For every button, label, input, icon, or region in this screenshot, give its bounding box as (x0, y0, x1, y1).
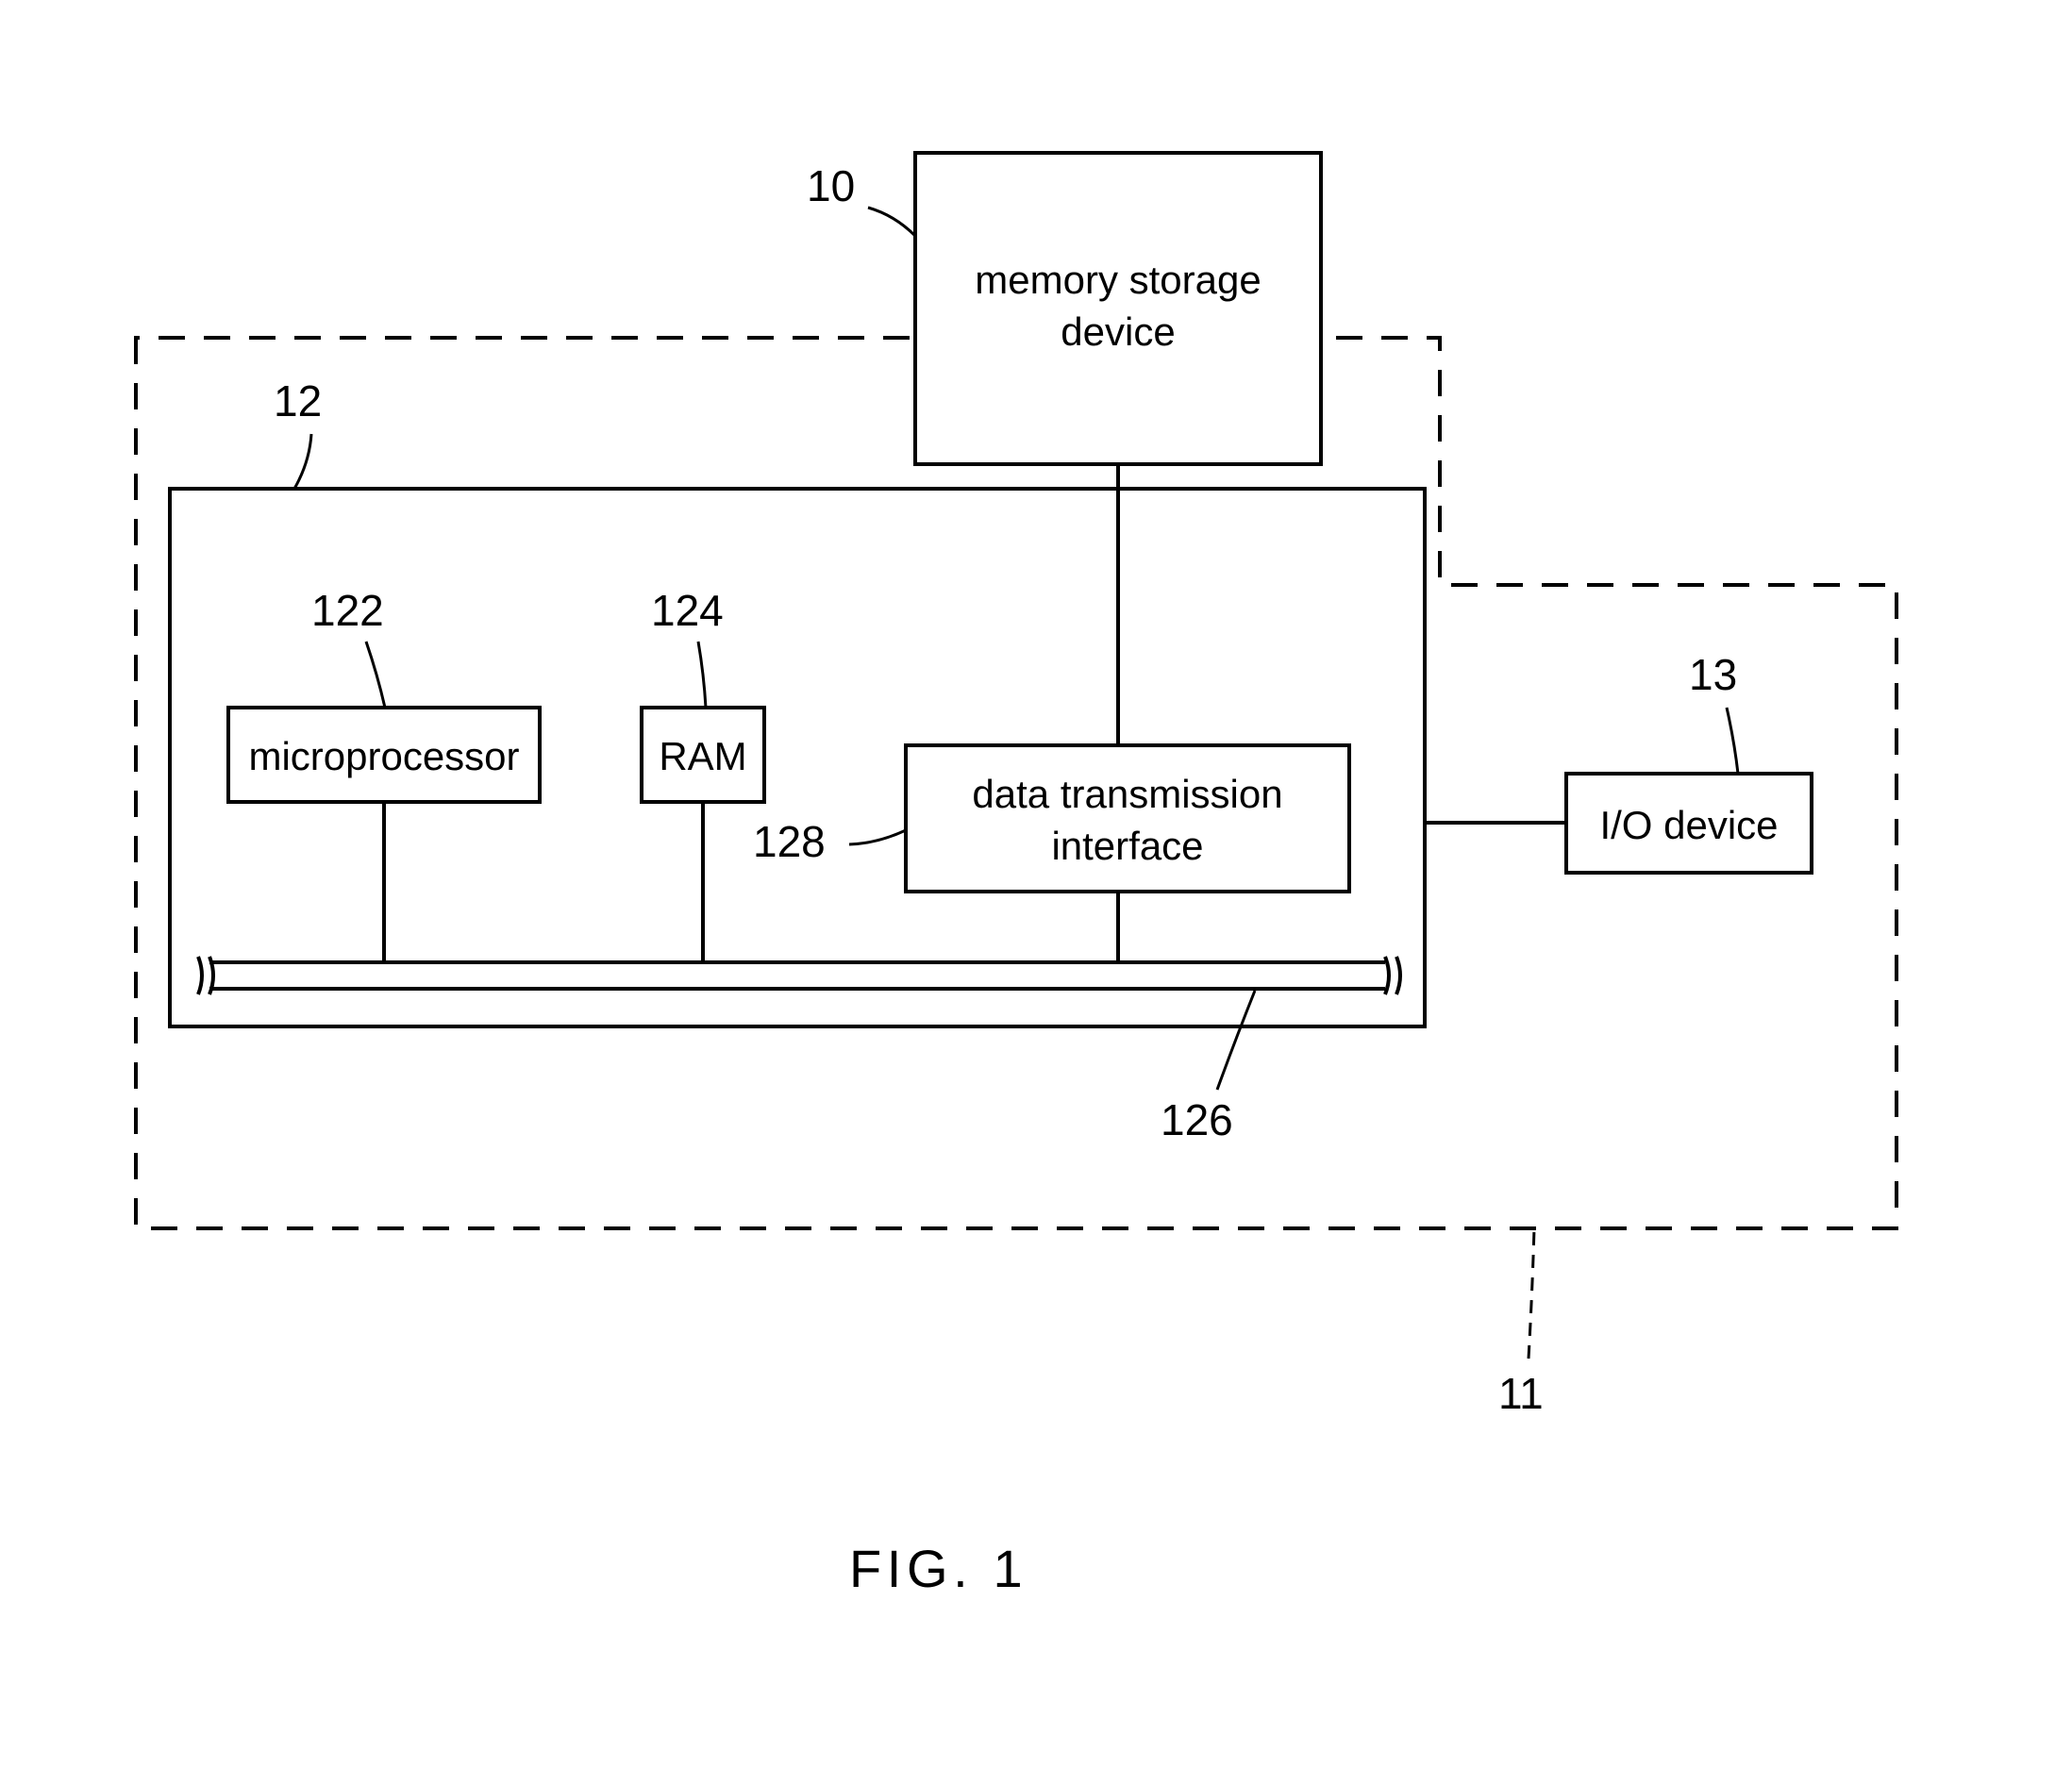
ref-13: 13 (1689, 649, 1737, 700)
leader-122 (366, 642, 385, 708)
label-microprocessor: microprocessor (228, 731, 540, 783)
ref-11: 11 (1498, 1368, 1544, 1419)
bus-left-break (198, 957, 202, 994)
figure-1-diagram: memory storage device microprocessor RAM… (0, 0, 2072, 1785)
ref-12: 12 (274, 375, 322, 426)
leader-126 (1217, 991, 1255, 1090)
ref-124: 124 (651, 585, 724, 636)
ref-126: 126 (1161, 1094, 1233, 1145)
leader-124 (698, 642, 706, 708)
leader-128 (849, 830, 906, 844)
figure-title: FIG. 1 (849, 1538, 1028, 1599)
label-ram: RAM (642, 731, 764, 783)
bus-right-break-2 (1396, 957, 1400, 994)
label-memory-storage: memory storage device (915, 255, 1321, 358)
label-io-device: I/O device (1566, 800, 1812, 852)
leader-12 (294, 434, 311, 489)
label-data-transmission: data transmission interface (906, 769, 1349, 872)
ref-122: 122 (311, 585, 384, 636)
bus-left-break-2 (209, 957, 213, 994)
ref-10: 10 (807, 160, 855, 211)
leader-11 (1529, 1228, 1534, 1359)
leader-13 (1727, 708, 1738, 774)
bus-right-break (1385, 957, 1389, 994)
leader-10 (868, 208, 915, 236)
ref-128: 128 (753, 816, 826, 867)
